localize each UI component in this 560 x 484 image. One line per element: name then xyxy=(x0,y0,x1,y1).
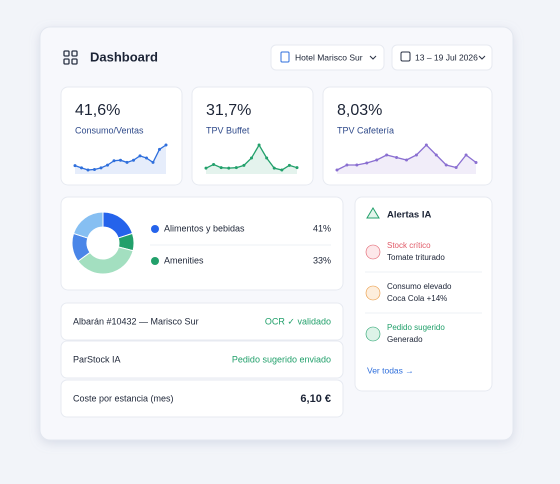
kpi-label: TPV Cafetería xyxy=(337,125,394,135)
sparkline-point xyxy=(280,168,284,172)
kpi-label: Consumo/Ventas xyxy=(75,125,144,135)
sparkline-point xyxy=(112,159,116,163)
sparkline-point xyxy=(257,143,261,147)
sparkline-point xyxy=(73,164,77,168)
sparkline-point xyxy=(444,163,448,167)
alert-title: Stock crítico xyxy=(387,241,431,250)
info-row xyxy=(60,340,344,379)
calendar-icon xyxy=(400,51,411,62)
row-label: ParStock IA xyxy=(73,354,121,364)
date-select[interactable] xyxy=(391,44,493,71)
alert-detail: Tomate triturado xyxy=(387,253,445,262)
kpi-card xyxy=(60,86,183,186)
sparkline-point xyxy=(132,158,135,162)
info-row xyxy=(60,302,344,341)
legend-label: Alimentos y bebidas xyxy=(164,223,245,233)
donut-segment xyxy=(77,246,134,275)
sparkline-point xyxy=(365,161,369,165)
sparkline-point xyxy=(265,156,269,160)
kpi-card xyxy=(322,86,493,186)
kpi-label: TPV Buffet xyxy=(206,125,250,135)
sparkline-point xyxy=(464,153,468,157)
sparkline-point xyxy=(204,166,208,170)
distribution-card xyxy=(60,196,344,291)
alert-detail: Coca Cola +14% xyxy=(387,294,447,303)
sparkline-point xyxy=(212,162,216,166)
sparkline-point xyxy=(474,161,478,164)
kpi-value: 8,03% xyxy=(337,102,382,119)
menu-icon xyxy=(63,50,78,65)
sparkline-point xyxy=(151,160,155,164)
alert-icon xyxy=(366,207,380,219)
sparkline-point xyxy=(119,158,122,162)
date-label[interactable]: 13 – 19 Jul 2026 xyxy=(415,52,478,62)
sparkline-area xyxy=(75,145,166,174)
kpi-card xyxy=(191,86,314,186)
sparkline-point xyxy=(345,163,349,167)
chevron xyxy=(478,55,486,60)
title: Dashboard xyxy=(90,49,158,64)
sparkline-point xyxy=(86,168,90,172)
row-value: Pedido sugerido enviado xyxy=(232,354,331,364)
view-all-link[interactable]: Ver todas → xyxy=(367,365,414,375)
sparkline-point xyxy=(80,166,83,170)
alerts-title: Alertas IA xyxy=(387,210,431,221)
alerts-card xyxy=(354,196,493,392)
sparkline-point xyxy=(219,166,223,170)
sparkline-point xyxy=(272,166,276,170)
legend-dot xyxy=(151,225,159,233)
sparkline-point xyxy=(414,153,418,157)
alert-badge xyxy=(365,285,381,301)
sparkline-point xyxy=(375,158,379,162)
row-value: OCR ✓ validado xyxy=(265,316,331,326)
legend-value: 33% xyxy=(313,255,331,265)
sparkline-point xyxy=(164,143,168,147)
alert-title: Pedido sugerido xyxy=(387,323,445,332)
sparkline-point xyxy=(385,153,389,157)
legend-label: Amenities xyxy=(164,255,204,265)
sparkline-area xyxy=(337,145,476,174)
sparkline-point xyxy=(242,163,246,167)
sparkline-point xyxy=(395,156,399,159)
alert-detail: Generado xyxy=(387,335,423,344)
sparkline-point xyxy=(234,166,238,170)
sparkline-point xyxy=(355,163,359,167)
donut-segment xyxy=(72,211,104,239)
sparkline-point xyxy=(287,163,291,167)
sparkline-point xyxy=(99,166,103,170)
sparkline-point xyxy=(138,154,142,158)
sparkline-point xyxy=(454,166,458,169)
alert-title: Consumo elevado xyxy=(387,282,452,291)
kpi-value: 41,6% xyxy=(75,102,120,119)
sparkline-point xyxy=(106,163,109,167)
row-label: Coste por estancia (mes) xyxy=(73,393,174,403)
row-value: 6,10 € xyxy=(300,393,331,405)
hotel-select[interactable] xyxy=(270,44,385,71)
sparkline-point xyxy=(125,160,129,164)
sparkline-point xyxy=(158,147,161,151)
sparkline-point xyxy=(93,167,96,171)
sparkline-point xyxy=(434,153,438,157)
row-label: Albarán #10432 — Marisco Sur xyxy=(73,316,199,326)
sparkline-point xyxy=(250,156,253,160)
sparkline-area xyxy=(206,145,297,174)
sparkline-point xyxy=(295,166,299,170)
alert-badge xyxy=(365,326,381,342)
alert-badge xyxy=(365,244,381,260)
hotel-label[interactable]: Hotel Marisco Sur xyxy=(295,52,363,62)
info-row xyxy=(60,379,344,418)
chevron xyxy=(369,55,377,60)
sparkline-point xyxy=(335,168,339,172)
legend-dot xyxy=(151,257,159,265)
sparkline-point xyxy=(227,166,231,170)
sparkline-point xyxy=(405,158,408,162)
legend-value: 41% xyxy=(313,223,331,233)
hotel-icon xyxy=(280,51,290,63)
sparkline-point xyxy=(145,156,148,160)
sparkline-point xyxy=(424,143,428,147)
kpi-value: 31,7% xyxy=(206,102,251,119)
